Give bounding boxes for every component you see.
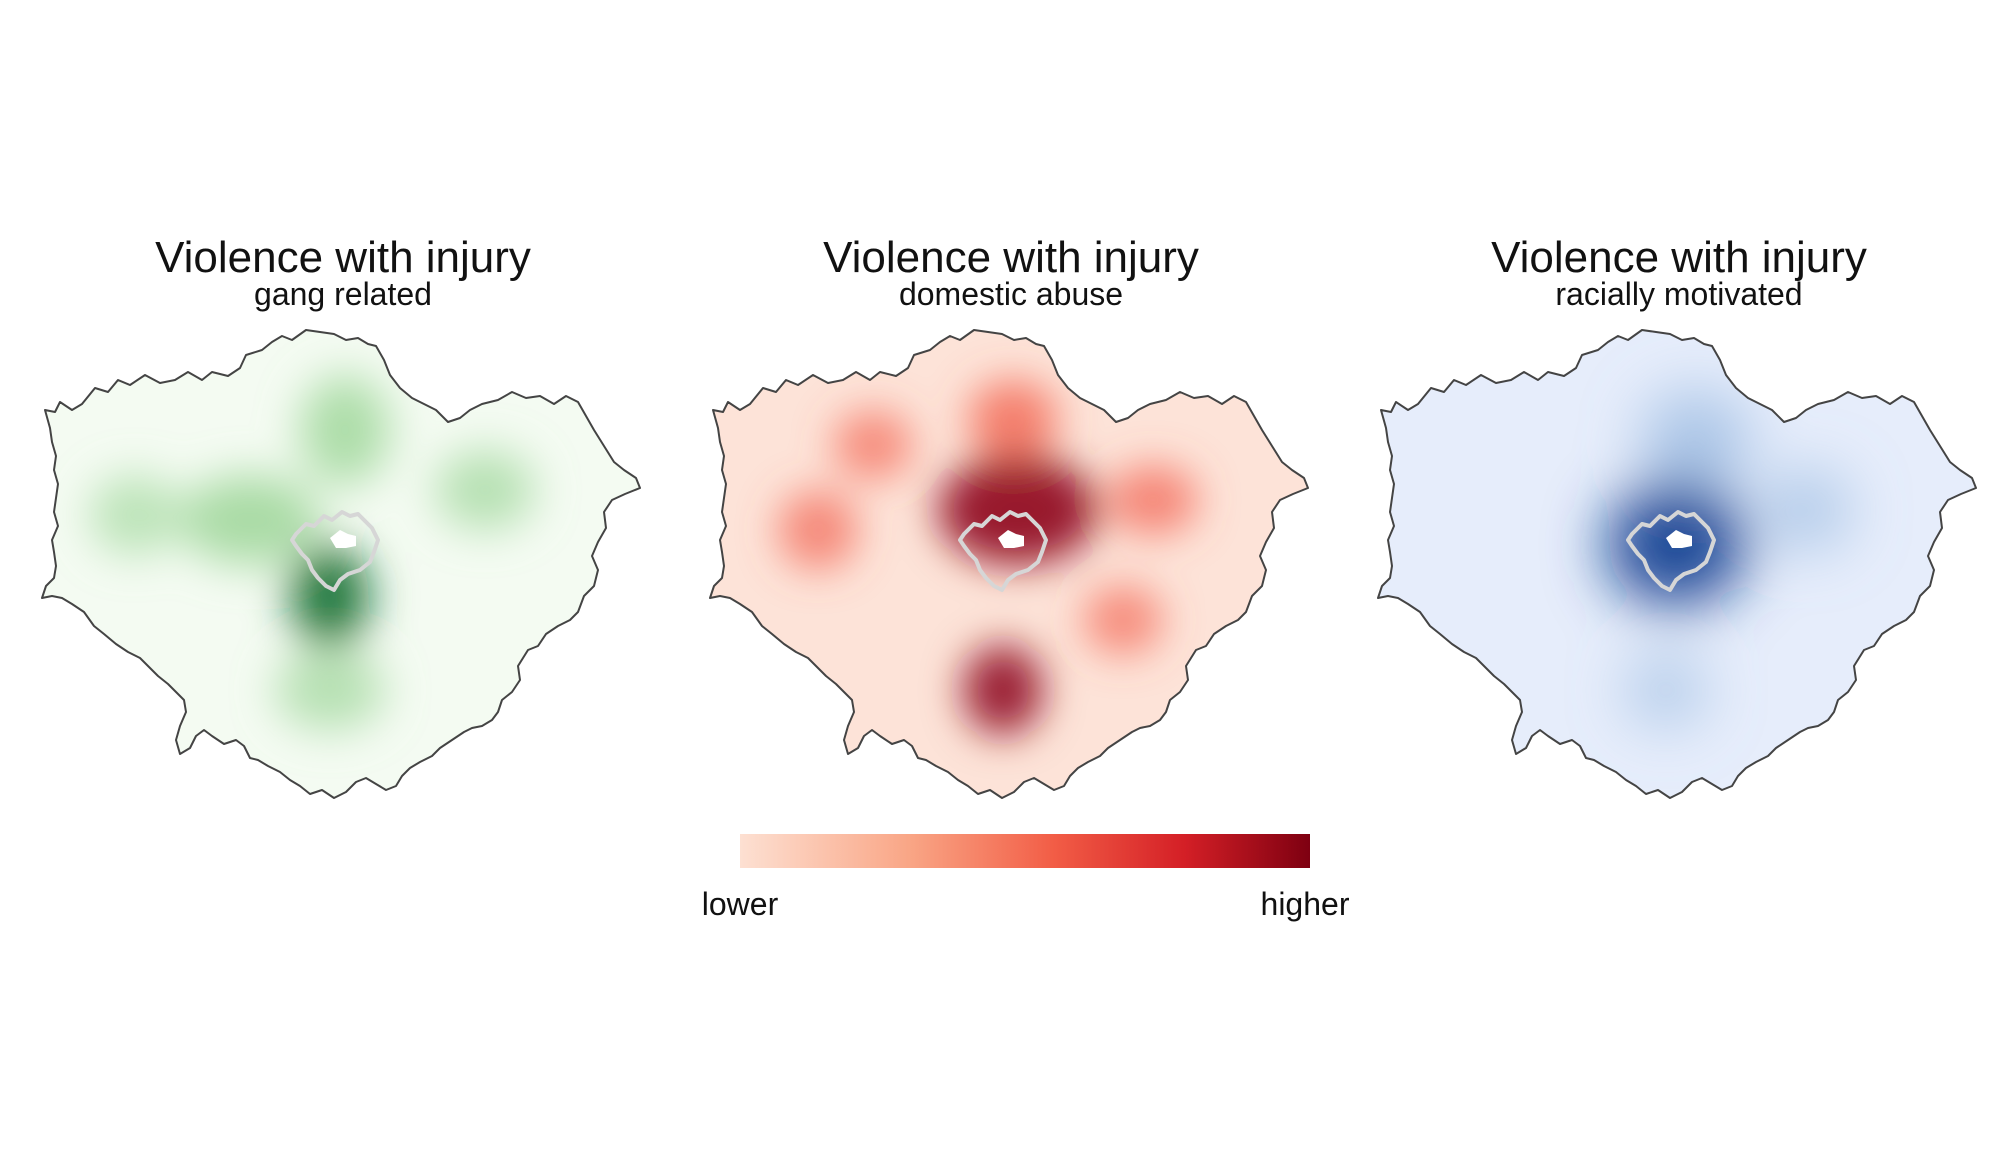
density-hotspot [968, 380, 1058, 460]
density-hotspot [1641, 390, 1751, 490]
density-hotspot [90, 475, 180, 555]
density-hotspot [963, 645, 1043, 735]
legend-high-label: higher [1261, 886, 1350, 922]
density-hotspot [290, 546, 370, 646]
legend-low-label: lower [702, 886, 779, 922]
density-surface [90, 375, 535, 730]
density-surface [778, 380, 1198, 735]
density-hotspot [275, 650, 385, 730]
density-hotspot [938, 455, 1098, 565]
density-hotspot [1626, 655, 1706, 725]
density-hotspot [1108, 465, 1198, 535]
density-hotspot [180, 475, 320, 565]
color-legend: lower higher [702, 834, 1350, 922]
panel-subtitle: gang related [254, 276, 432, 312]
panel-title: Violence with injury [823, 233, 1199, 282]
panel-title: Violence with injury [155, 233, 531, 282]
density-hotspot [778, 490, 858, 570]
legend-colorbar [740, 834, 1310, 868]
density-hotspot [435, 450, 535, 530]
panel-title: Violence with injury [1491, 233, 1867, 282]
density-hotspot [1083, 585, 1163, 655]
panel-subtitle: racially motivated [1555, 276, 1802, 312]
density-hotspot [1761, 470, 1851, 550]
density-hotspot [300, 375, 390, 485]
density-hotspot [833, 410, 913, 480]
panel-subtitle: domestic abuse [899, 276, 1123, 312]
